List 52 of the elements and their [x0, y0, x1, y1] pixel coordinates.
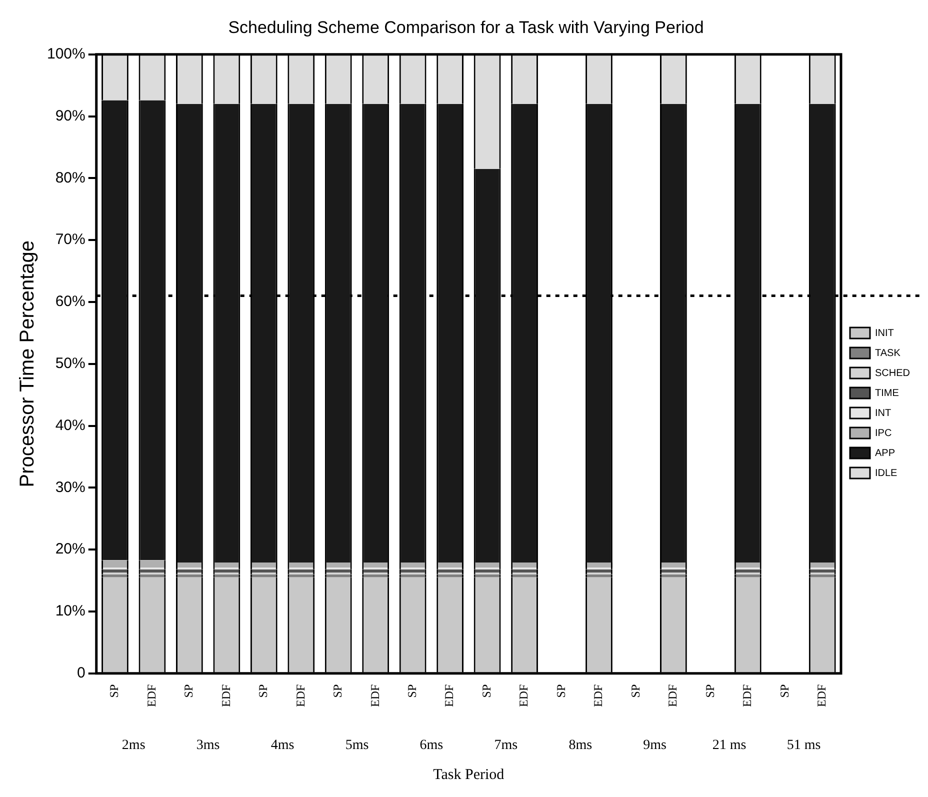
- x-tick-label: EDF: [218, 684, 233, 707]
- y-tick-label: 60%: [55, 293, 86, 310]
- x-tick-label: EDF: [591, 684, 606, 707]
- x-tick-label: SP: [330, 684, 345, 698]
- y-tick-label: 30%: [55, 478, 86, 496]
- y-tick-label: 100%: [46, 46, 86, 63]
- x-axis-title: Task Period: [433, 766, 505, 783]
- y-tick-label: 50%: [55, 355, 86, 372]
- legend-label: IDLE: [874, 468, 898, 479]
- text: 5ms: [345, 738, 369, 753]
- legend-label: IPC: [874, 428, 892, 439]
- y-tick-label: 70%: [55, 231, 86, 248]
- text: 4ms: [270, 738, 294, 753]
- x-tick-label: SP: [404, 684, 419, 698]
- text: 8ms: [568, 738, 592, 753]
- x-tick-label: SP: [777, 684, 792, 698]
- x-tick-label: SP: [107, 684, 122, 698]
- legend-label: TASK: [874, 348, 901, 359]
- x-tick-label: EDF: [144, 684, 158, 707]
- text: 7ms: [494, 738, 518, 753]
- legend-label: INT: [874, 408, 892, 419]
- x-tick-label: EDF: [442, 684, 456, 707]
- x-tick-label: SP: [628, 684, 642, 698]
- y-tick-label: 40%: [55, 416, 86, 434]
- x-tick-label: EDF: [516, 684, 531, 707]
- text: 51 ms: [786, 738, 821, 753]
- x-tick-label: EDF: [814, 684, 829, 707]
- x-tick-label: SP: [702, 684, 717, 698]
- y-tick-label: 90%: [55, 107, 86, 124]
- x-tick-label: SP: [182, 684, 196, 698]
- chart-title: Scheduling Scheme Comparison for a Task with Varying Period: [228, 18, 704, 37]
- x-tick-label: SP: [479, 684, 494, 698]
- x-tick-label: SP: [554, 684, 568, 698]
- x-tick-label: EDF: [368, 684, 382, 707]
- y-tick-label: 0: [77, 664, 86, 682]
- text: 3ms: [196, 738, 220, 753]
- y-axis-title: Processor Time Percentage: [16, 240, 39, 488]
- x-tick-label: SP: [256, 684, 270, 698]
- legend-label: TIME: [874, 388, 900, 399]
- legend-label: INIT: [874, 328, 894, 339]
- y-tick-label: 20%: [55, 540, 86, 558]
- y-tick-label: 10%: [55, 602, 86, 620]
- legend-label: APP: [874, 448, 896, 459]
- x-tick-label: EDF: [740, 684, 754, 707]
- y-tick-label: 80%: [55, 169, 86, 186]
- x-tick-label: EDF: [666, 684, 680, 707]
- x-tick-label: EDF: [293, 684, 308, 707]
- text: 21 ms: [712, 738, 746, 753]
- legend-label: SCHED: [874, 368, 910, 379]
- text: 6ms: [420, 738, 444, 753]
- text: 2ms: [122, 738, 146, 753]
- text: 9ms: [643, 738, 667, 753]
